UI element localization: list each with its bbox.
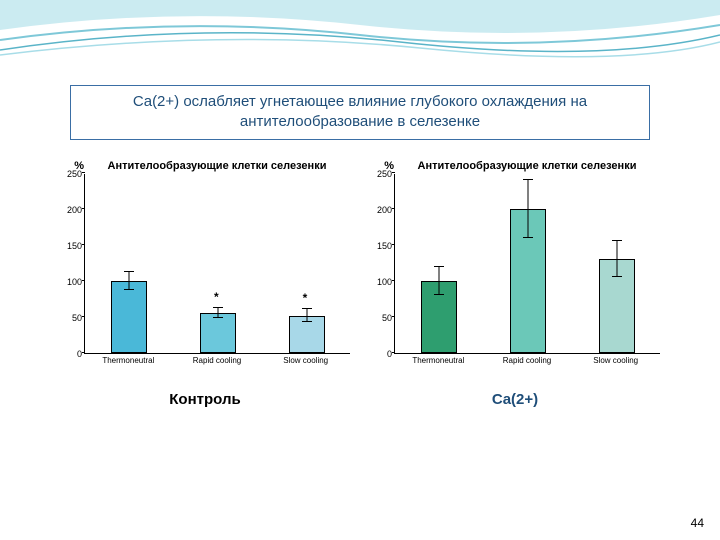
error-bar (616, 241, 617, 277)
y-tick-label: 200 (67, 205, 82, 215)
x-tick-label: Slow cooling (571, 356, 660, 365)
x-tick-label: Rapid cooling (173, 356, 262, 365)
y-tick-label: 50 (72, 313, 82, 323)
page-number: 44 (691, 516, 704, 530)
y-axis: 050100150200250 (370, 174, 394, 354)
right-chart: %Антителообразующие клетки селезенки0501… (370, 160, 660, 408)
main-title-box: Ca(2+) ослабляет угнетающее влияние глуб… (70, 85, 650, 140)
x-tick-label: Thermoneutral (394, 356, 483, 365)
chart-bottom-label: Ca(2+) (370, 391, 660, 408)
error-bar (439, 267, 440, 296)
y-tick-label: 150 (67, 241, 82, 251)
y-tick-label: 0 (77, 349, 82, 359)
charts-container: %Антителообразующие клетки селезенки0501… (60, 160, 660, 408)
significance-star: * (303, 291, 308, 305)
y-tick-label: 50 (382, 313, 392, 323)
chart-title: Антителообразующие клетки селезенки (394, 160, 660, 172)
y-tick-label: 100 (67, 277, 82, 287)
y-tick-label: 0 (387, 349, 392, 359)
y-tick-label: 100 (377, 277, 392, 287)
y-tick-label: 250 (377, 169, 392, 179)
error-bar (129, 272, 130, 289)
y-tick-label: 150 (377, 241, 392, 251)
significance-star: * (214, 290, 219, 304)
main-title: Ca(2+) ослабляет угнетающее влияние глуб… (133, 93, 587, 130)
x-axis: ThermoneutralRapid coolingSlow cooling (84, 356, 350, 365)
x-tick-label: Slow cooling (261, 356, 350, 365)
y-tick-label: 250 (67, 169, 82, 179)
wave-decoration (0, 0, 720, 80)
chart-bottom-label: Контроль (60, 391, 350, 408)
plot-area (394, 174, 660, 354)
plot-area: ** (84, 174, 350, 354)
x-axis: ThermoneutralRapid coolingSlow cooling (394, 356, 660, 365)
y-axis: 050100150200250 (60, 174, 84, 354)
bar (111, 281, 147, 353)
x-tick-label: Rapid cooling (483, 356, 572, 365)
bar (200, 313, 236, 353)
chart-title: Антителообразующие клетки селезенки (84, 160, 350, 172)
x-tick-label: Thermoneutral (84, 356, 173, 365)
left-chart: %Антителообразующие клетки селезенки0501… (60, 160, 350, 408)
error-bar (528, 180, 529, 238)
y-tick-label: 200 (377, 205, 392, 215)
